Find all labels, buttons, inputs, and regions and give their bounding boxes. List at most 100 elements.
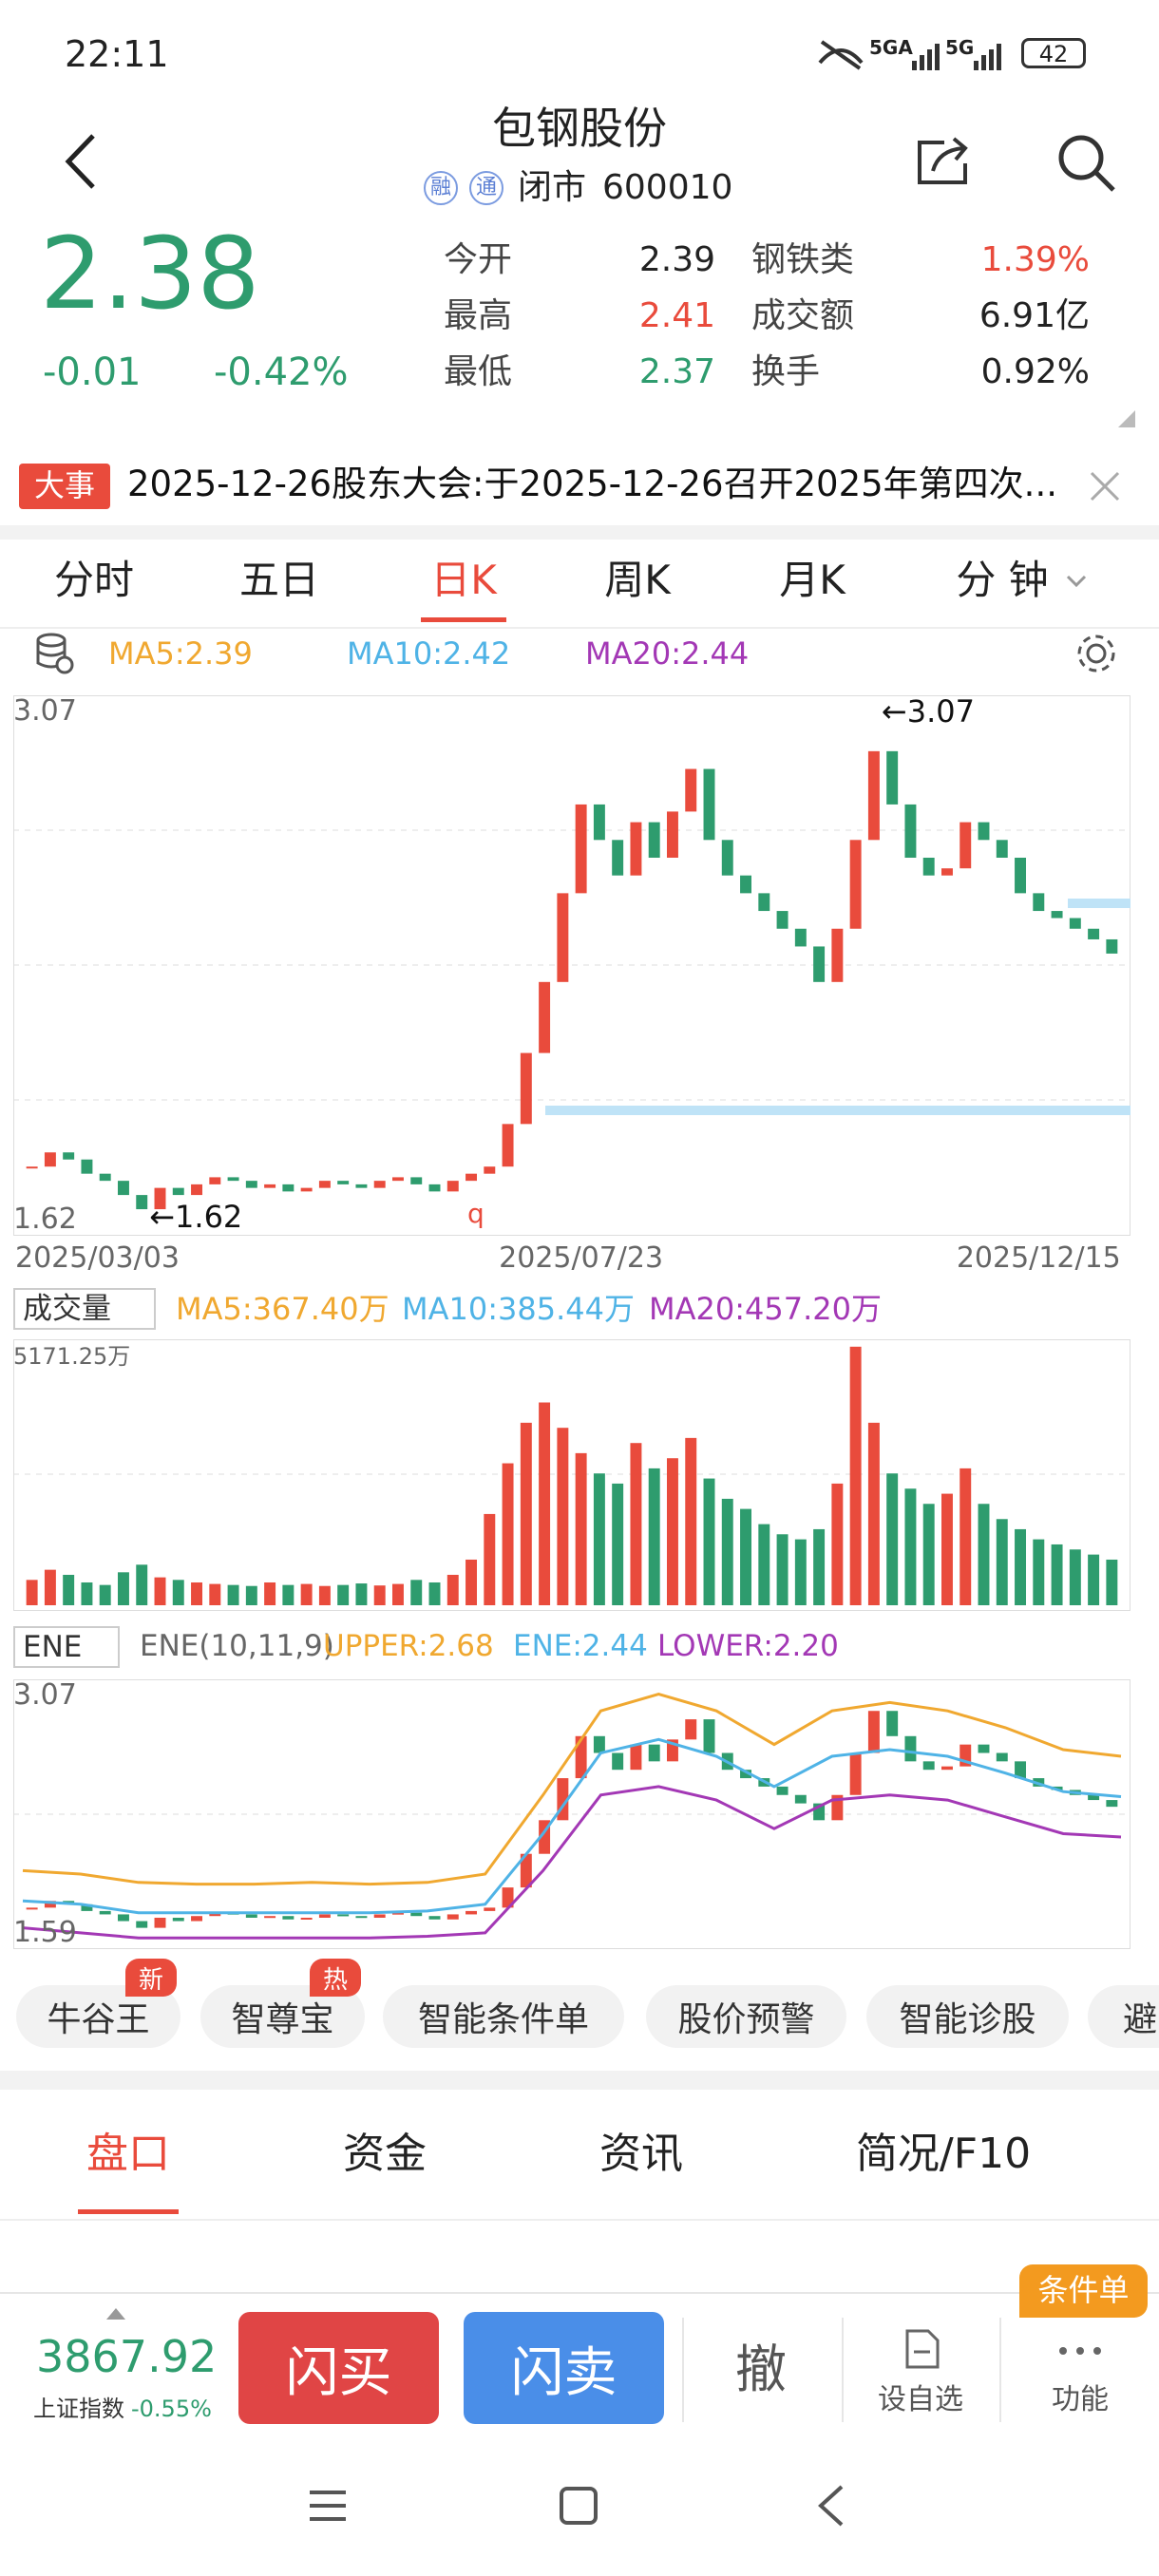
share-button[interactable] bbox=[912, 133, 978, 190]
condition-order-badge[interactable]: 条件单 bbox=[1019, 2264, 1148, 2318]
y-tick-label: 3.07 bbox=[13, 1679, 77, 1712]
stat-value: 6.91亿 bbox=[978, 296, 1090, 335]
back-button[interactable] bbox=[57, 128, 104, 195]
volume-bar bbox=[922, 1504, 935, 1605]
candle bbox=[318, 1181, 331, 1188]
volume-bar bbox=[575, 1452, 587, 1605]
volume-bar bbox=[703, 1478, 715, 1605]
volume-bar bbox=[117, 1572, 129, 1605]
candle bbox=[428, 1916, 441, 1920]
buy-button[interactable]: 闪买 bbox=[238, 2312, 439, 2424]
stock-code: 600010 bbox=[602, 168, 733, 207]
stat-value: 2.41 bbox=[638, 296, 715, 335]
legend-entry: MA10:385.44万 bbox=[402, 1291, 635, 1327]
cancel-button[interactable]: 撤 bbox=[735, 2339, 787, 2399]
candle bbox=[466, 1910, 478, 1915]
candle bbox=[99, 1910, 111, 1915]
expand-corner[interactable] bbox=[1116, 408, 1137, 429]
candle bbox=[1106, 1800, 1118, 1808]
news-text[interactable]: 2025-12-26股东大会:于2025-12-26召开2025年第四次... bbox=[127, 464, 1057, 504]
sell-button[interactable]: 闪卖 bbox=[464, 2312, 664, 2424]
period-tab[interactable]: 日K bbox=[430, 557, 497, 603]
candle bbox=[867, 750, 880, 841]
annotation: ←1.62 bbox=[149, 1199, 242, 1235]
volume-bar bbox=[960, 1468, 972, 1605]
volume-bar bbox=[245, 1585, 257, 1605]
candle bbox=[44, 1152, 56, 1167]
period-tab[interactable]: 分 钟 bbox=[956, 557, 1049, 603]
separator bbox=[0, 525, 1159, 540]
volume-bar bbox=[685, 1437, 697, 1605]
indicator-selector[interactable]: 成交量 bbox=[13, 1288, 156, 1330]
candle bbox=[666, 1739, 678, 1762]
nav-menu[interactable] bbox=[310, 2491, 346, 2521]
settings-button[interactable] bbox=[1074, 631, 1119, 676]
tool-chip[interactable]: 智能诊股 bbox=[866, 1985, 1069, 2048]
candle bbox=[428, 1184, 441, 1192]
candle bbox=[26, 1166, 38, 1169]
volume-bar bbox=[466, 1559, 478, 1605]
candle bbox=[410, 1912, 423, 1917]
volume-bar bbox=[1033, 1539, 1045, 1605]
candle bbox=[831, 928, 844, 982]
bottom-tab[interactable]: 盘口 bbox=[86, 2130, 170, 2178]
candle bbox=[99, 1173, 111, 1182]
divider bbox=[0, 2219, 1159, 2221]
volume-bar bbox=[520, 1422, 532, 1605]
candle bbox=[318, 1914, 331, 1918]
bottom-tab[interactable]: 资讯 bbox=[599, 2130, 683, 2178]
candle bbox=[172, 1917, 184, 1922]
volume-bar bbox=[282, 1584, 294, 1605]
chart-frame bbox=[13, 1339, 1130, 1611]
period-tab[interactable]: 五日 bbox=[238, 557, 319, 603]
nav-home[interactable] bbox=[560, 2487, 598, 2525]
more-icon bbox=[1059, 2347, 1101, 2355]
badge: 通 bbox=[469, 171, 504, 205]
candle bbox=[703, 768, 715, 841]
annotation: ←3.07 bbox=[882, 695, 975, 729]
period-tab[interactable]: 周K bbox=[604, 557, 671, 603]
candle bbox=[593, 1735, 605, 1753]
volume-bar bbox=[318, 1585, 331, 1605]
support-band bbox=[545, 1106, 1130, 1115]
candle bbox=[484, 1907, 496, 1911]
candle bbox=[300, 1187, 313, 1192]
bottom-tab[interactable]: 简况/F10 bbox=[855, 2130, 1032, 2178]
candle bbox=[575, 1735, 587, 1779]
volume-bar bbox=[191, 1582, 203, 1605]
close-news[interactable] bbox=[1086, 467, 1124, 505]
volume-bar bbox=[886, 1473, 899, 1605]
chip-badge: 新 bbox=[125, 1959, 178, 1997]
candle bbox=[282, 1916, 294, 1920]
bottom-tab[interactable]: 资金 bbox=[343, 2130, 427, 2178]
search-button[interactable] bbox=[1054, 131, 1121, 194]
candle bbox=[794, 928, 807, 947]
volume-bar bbox=[978, 1504, 990, 1605]
tool-chip[interactable]: 股价预警 bbox=[646, 1985, 846, 2048]
candle bbox=[740, 1770, 752, 1779]
tool-chip[interactable]: 智能条件单 bbox=[383, 1985, 624, 2048]
candle bbox=[940, 868, 953, 876]
candle bbox=[666, 811, 678, 858]
nav-back[interactable] bbox=[818, 2485, 844, 2527]
candle bbox=[191, 1916, 203, 1922]
period-tab[interactable]: 月K bbox=[779, 557, 846, 603]
candle bbox=[612, 840, 624, 876]
candle bbox=[557, 1778, 569, 1821]
volume-bar bbox=[1069, 1549, 1081, 1605]
volume-chart: 5171.25万 bbox=[13, 1339, 1130, 1611]
candle bbox=[391, 1177, 404, 1182]
watch-button[interactable]: 设自选 bbox=[878, 2383, 963, 2416]
volume-bar bbox=[776, 1534, 788, 1605]
period-tab[interactable]: 分时 bbox=[53, 557, 134, 603]
candle bbox=[867, 1711, 880, 1753]
volume-bar bbox=[391, 1583, 404, 1605]
stat-label: 今开 bbox=[444, 240, 513, 279]
indicator-selector[interactable]: ENE bbox=[13, 1626, 120, 1668]
candle bbox=[154, 1917, 166, 1928]
candle bbox=[117, 1914, 129, 1922]
tool-chip[interactable]: 避 bbox=[1088, 1985, 1159, 2048]
more-button[interactable]: 功能 bbox=[1052, 2383, 1109, 2416]
db-icon[interactable] bbox=[34, 631, 76, 676]
volume-bar bbox=[758, 1524, 770, 1605]
